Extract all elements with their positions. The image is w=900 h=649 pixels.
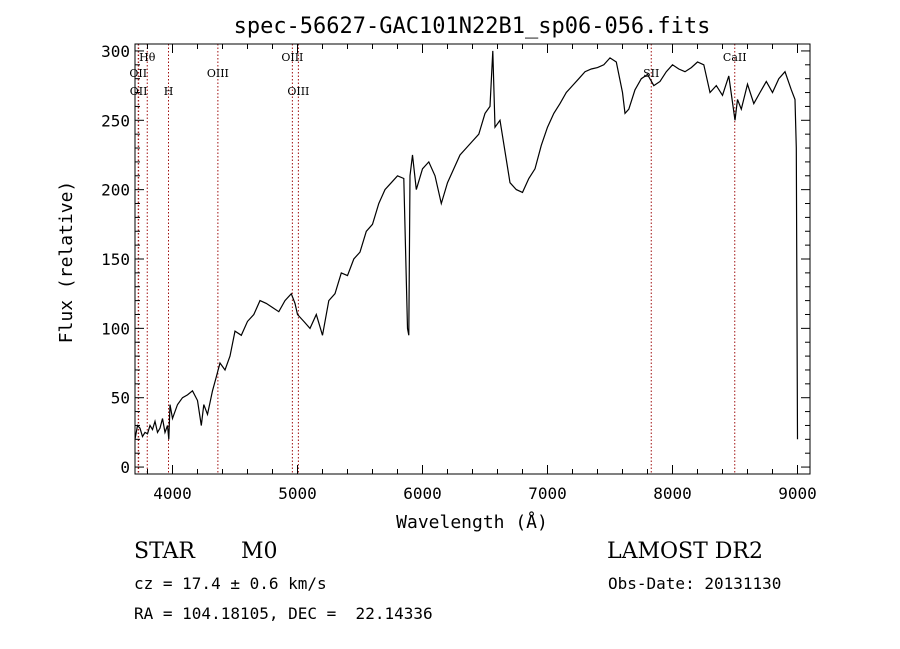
coordinates-text: RA = 104.18105, DEC = 22.14336	[134, 604, 433, 623]
survey-name: LAMOST DR2	[607, 539, 763, 564]
marker-label: OII	[129, 67, 147, 80]
plot-frame	[134, 43, 811, 475]
marker-label: OII	[130, 85, 148, 98]
chart-title: spec-56627-GAC101N22B1_sp06-056.fits	[234, 14, 711, 39]
y-tick-label: 0	[120, 458, 130, 477]
y-tick-label: 150	[101, 250, 130, 269]
y-tick-label: 100	[101, 319, 130, 338]
y-tick-label: 300	[101, 42, 130, 61]
redshift-text: cz = 17.4 ± 0.6 km/s	[134, 574, 327, 593]
x-tick-label: 5000	[278, 484, 317, 503]
marker-labels: Hθ OII OII H OIII OIII OIII SII CaII	[129, 51, 746, 98]
object-subclass: M0	[241, 539, 278, 564]
y-tick-label: 200	[101, 181, 130, 200]
object-class: STAR	[134, 539, 195, 564]
x-tick-label: 6000	[403, 484, 442, 503]
y-tick-label: 50	[111, 389, 130, 408]
marker-label: SII	[643, 67, 659, 80]
y-axis-label: Flux (relative)	[56, 181, 77, 344]
marker-label: H	[164, 85, 174, 98]
marker-label: OIII	[287, 85, 309, 98]
x-tick-label: 7000	[528, 484, 567, 503]
obs-date: Obs-Date: 20131130	[608, 574, 782, 593]
marker-label: OIII	[281, 51, 303, 64]
x-axis-label: Wavelength (Å)	[396, 511, 548, 533]
marker-lines	[137, 44, 736, 474]
spectrum-line	[134, 50, 799, 440]
x-tick-label: 4000	[153, 484, 192, 503]
marker-label: OIII	[207, 67, 229, 80]
y-tick-label: 250	[101, 111, 130, 130]
marker-label: Hθ	[139, 51, 156, 64]
marker-label: CaII	[723, 51, 747, 64]
y-axis: 0 50 100 150 200 250 300	[101, 42, 810, 477]
x-axis: 4000 5000 6000 7000 8000 9000	[147, 44, 817, 503]
x-tick-label: 8000	[653, 484, 692, 503]
x-tick-label: 9000	[778, 484, 817, 503]
